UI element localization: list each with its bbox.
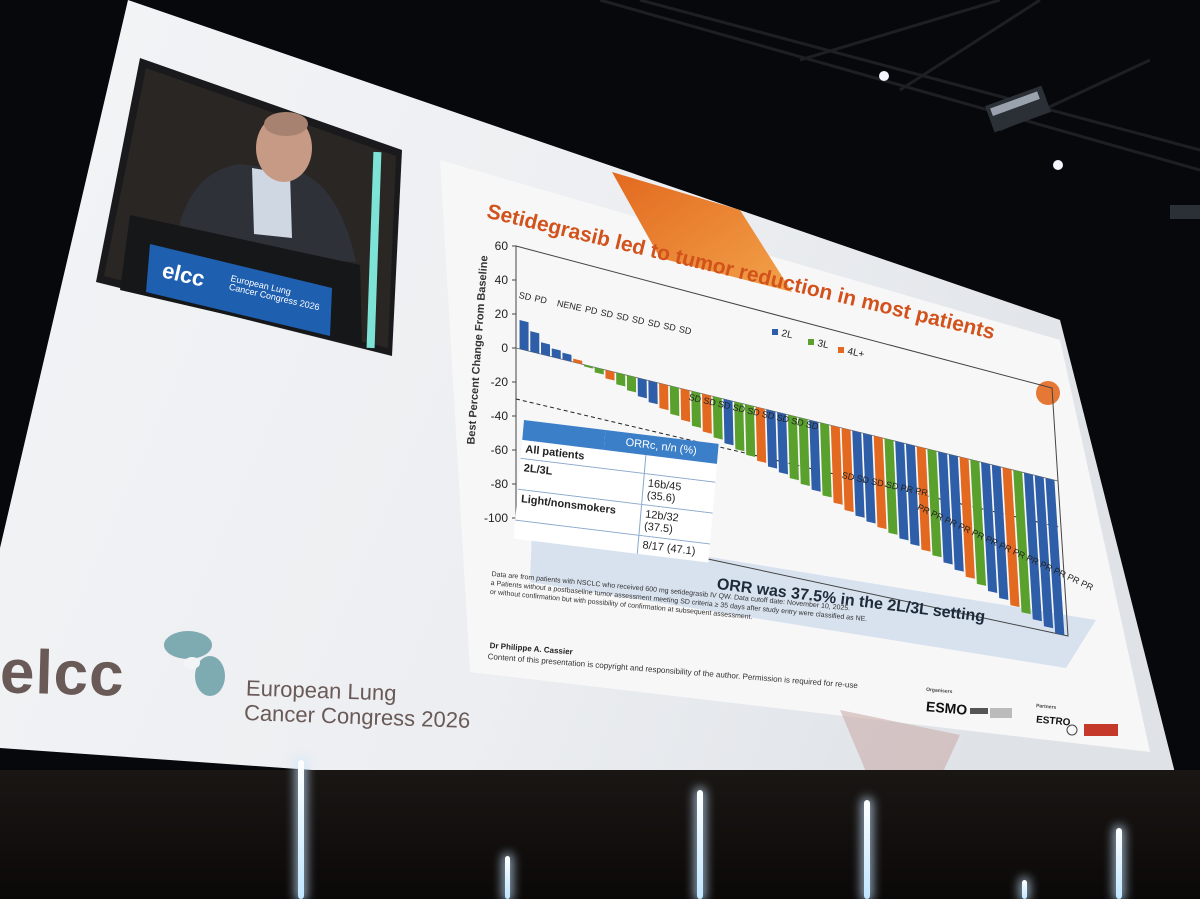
bar — [540, 342, 551, 357]
bar — [530, 331, 540, 354]
stage-light-bar — [697, 790, 703, 899]
legend-swatch — [838, 347, 844, 353]
bar — [884, 438, 898, 535]
legend-label: 2L — [780, 328, 794, 341]
bar — [981, 462, 998, 593]
reference-line-minus-30 — [515, 398, 1062, 528]
legend-swatch — [772, 329, 778, 335]
bar — [777, 412, 788, 475]
bar — [927, 448, 942, 558]
bar — [551, 348, 561, 359]
bar — [605, 369, 615, 381]
legend: 2L 3L 4L+ — [772, 328, 865, 360]
bar — [841, 427, 854, 513]
bar — [583, 364, 593, 369]
iaslc-logo — [970, 708, 1012, 718]
chart-frame — [515, 245, 1069, 637]
stage-light-bar — [505, 856, 510, 899]
bar — [755, 406, 767, 463]
bar — [594, 367, 604, 375]
bar — [820, 422, 832, 498]
podium-sign — [146, 244, 332, 336]
conclusion-band — [530, 528, 1096, 668]
stage-led-bar — [366, 151, 382, 349]
bar — [766, 409, 778, 469]
ceiling-truss — [599, 0, 1200, 172]
stage-curtain — [0, 770, 1200, 899]
bar — [626, 375, 637, 393]
bar — [852, 430, 865, 518]
bar — [916, 446, 931, 552]
bar — [959, 456, 975, 579]
bar — [862, 433, 876, 524]
bar — [1013, 470, 1031, 615]
stage-light-bar — [1022, 880, 1027, 899]
slide-decor-orange — [612, 172, 792, 292]
bar — [691, 391, 702, 428]
y-tick-label: -40 — [491, 409, 509, 423]
logo-petal — [195, 656, 225, 696]
y-tick-label: -20 — [491, 375, 509, 389]
bar — [798, 417, 810, 486]
legend-label: 3L — [816, 338, 830, 351]
bar — [648, 380, 658, 405]
logo-petal — [164, 631, 212, 659]
bar — [723, 398, 734, 446]
bar — [948, 454, 964, 572]
y-tick-label: -100 — [484, 511, 508, 525]
bar — [659, 383, 669, 411]
bar — [1034, 475, 1054, 629]
bar — [637, 377, 647, 399]
bar — [712, 396, 723, 440]
bar — [702, 393, 712, 434]
bar — [573, 358, 583, 365]
y-tick-label: 40 — [495, 273, 509, 287]
bar — [744, 404, 756, 458]
bar — [895, 441, 909, 541]
bar — [787, 414, 799, 481]
bar — [669, 385, 680, 417]
bar — [991, 464, 1009, 601]
bar — [1045, 477, 1065, 636]
bar — [680, 388, 691, 422]
bar — [1023, 472, 1042, 622]
bar — [519, 319, 529, 352]
bar — [616, 372, 626, 387]
bars — [519, 319, 1065, 636]
bar — [905, 443, 920, 547]
y-tick-label: 60 — [495, 239, 509, 253]
bar — [970, 459, 987, 586]
stage-light-bar — [1116, 828, 1122, 899]
y-tick-label: -80 — [491, 477, 509, 491]
y-tick-label: 0 — [501, 341, 508, 355]
y-tick-label: -60 — [491, 443, 509, 457]
bar — [562, 352, 572, 362]
stage-light-bar — [298, 760, 304, 899]
bar — [734, 401, 745, 452]
stage-light-fixture — [879, 71, 1200, 219]
bar — [873, 435, 887, 530]
bar — [1002, 467, 1020, 608]
bar — [809, 419, 821, 492]
reference-line — [515, 398, 1062, 528]
y-tick-label: 20 — [495, 307, 509, 321]
bar — [938, 451, 953, 565]
legend-label: 4L+ — [846, 346, 865, 360]
etop-logo — [1066, 724, 1118, 736]
legend-swatch — [808, 339, 814, 345]
stage-light-bar — [864, 800, 870, 899]
bar — [830, 425, 843, 505]
